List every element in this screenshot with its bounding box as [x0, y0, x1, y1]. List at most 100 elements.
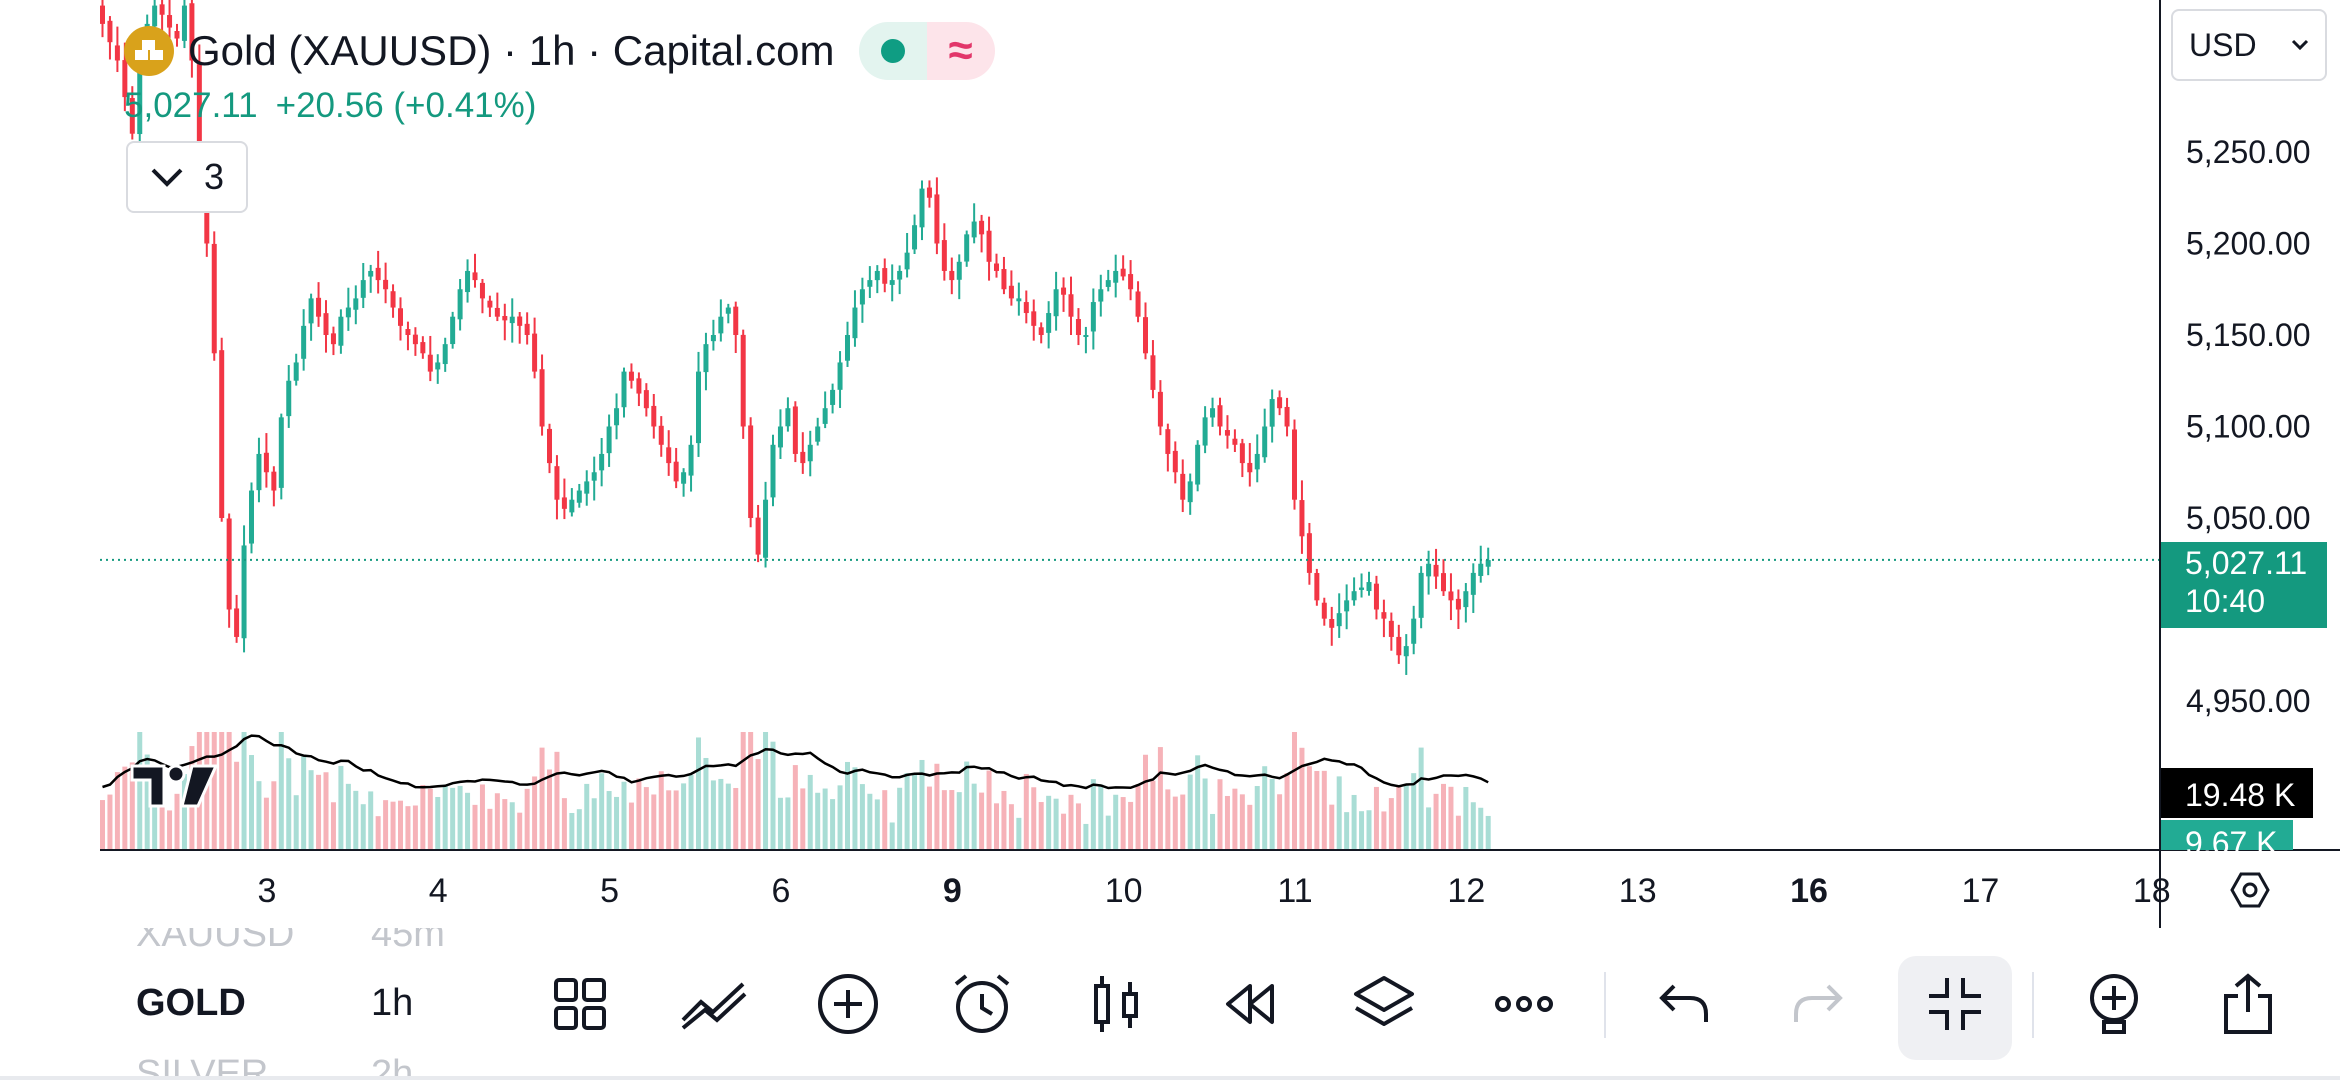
- candle-up: [614, 408, 620, 426]
- candle-up: [1418, 572, 1424, 618]
- volume-bar: [584, 783, 590, 850]
- volume-bar: [539, 747, 545, 850]
- add-indicator-icon[interactable]: [810, 966, 886, 1042]
- candle-up: [1463, 591, 1469, 608]
- share-icon[interactable]: [2210, 966, 2286, 1042]
- time-tick-label: 6: [771, 872, 790, 910]
- symbol-row-current[interactable]: GOLD 1h: [136, 981, 414, 1024]
- candle-up: [681, 472, 687, 484]
- volume-bar: [748, 732, 754, 850]
- volume-bar: [353, 790, 359, 850]
- more-options-icon[interactable]: [1486, 966, 1562, 1042]
- volume-bar: [129, 762, 135, 850]
- gold-bars-icon: [124, 26, 174, 76]
- candle-up: [576, 490, 582, 503]
- candle-down: [129, 98, 135, 134]
- volume-bar: [666, 790, 672, 850]
- time-tick-label: 12: [1447, 872, 1485, 910]
- candle-up: [137, 60, 143, 135]
- candle-down: [1061, 287, 1067, 295]
- candle-down: [316, 297, 322, 317]
- candle-up: [509, 316, 515, 324]
- volume-bar: [144, 754, 150, 850]
- volume-bar: [308, 770, 314, 850]
- candle-up: [152, 5, 158, 27]
- exit-fullscreen-icon[interactable]: [1917, 966, 1993, 1042]
- ideas-bulb-icon[interactable]: [2076, 966, 2152, 1042]
- market-status[interactable]: ≈: [858, 22, 995, 80]
- symbol-row[interactable]: XAUUSD 45m: [136, 928, 445, 955]
- alarm-clock-icon[interactable]: [944, 966, 1020, 1042]
- candle-up: [1426, 563, 1432, 577]
- candle-down: [494, 307, 500, 317]
- volume-bar: [845, 761, 850, 850]
- candle-up: [450, 316, 456, 345]
- volume-bar: [703, 757, 709, 850]
- time-tick-label: 4: [429, 872, 448, 910]
- candle-down: [1001, 269, 1007, 290]
- symbol-title[interactable]: Gold (XAUUSD) · 1h · Capital.com: [188, 27, 835, 74]
- candle-up: [874, 270, 880, 281]
- candle-down: [1239, 443, 1245, 464]
- volume-bar: [219, 732, 225, 850]
- price-tick-label: 5,250.00: [2186, 134, 2311, 170]
- candle-up: [725, 307, 731, 314]
- candle-up: [181, 5, 187, 41]
- volume-bar: [576, 809, 582, 850]
- candle-up: [353, 298, 359, 310]
- undo-icon[interactable]: [1646, 966, 1722, 1042]
- volume-bar: [338, 765, 344, 850]
- volume-bar: [435, 796, 441, 850]
- candles-style-icon[interactable]: [1078, 966, 1154, 1042]
- layers-icon[interactable]: [1346, 966, 1422, 1042]
- candle-up: [1083, 335, 1089, 338]
- candle-up: [919, 188, 925, 228]
- candle-up: [621, 371, 627, 408]
- indicators-toggle-button[interactable]: 3: [126, 141, 248, 213]
- volume-bar: [971, 783, 977, 850]
- volume-bar: [1359, 811, 1365, 850]
- volume-bar: [181, 774, 187, 850]
- volume-bar: [1351, 794, 1357, 850]
- current-price: 5,027.11: [124, 86, 258, 125]
- volume-bar: [1448, 786, 1454, 850]
- volume-bar: [1366, 810, 1372, 850]
- candle-up: [1470, 572, 1476, 595]
- price-chart[interactable]: 5,250.00 5,200.00 5,150.00 5,100.00 5,050.00…: [0, 0, 2340, 930]
- volume-bar: [882, 790, 888, 850]
- volume-bar: [994, 803, 999, 850]
- candle-down: [733, 306, 739, 335]
- volume-bar: [487, 808, 493, 850]
- time-axis: 3 4 5 6 9 10 11 12 13 16 17 18: [257, 872, 2170, 910]
- volume-bar: [1061, 813, 1067, 850]
- volume-bar: [964, 761, 970, 850]
- volume-bar: [1195, 755, 1201, 850]
- drawing-tools-icon[interactable]: [676, 966, 752, 1042]
- symbol-row[interactable]: SILVER 2h: [136, 1052, 414, 1080]
- price-axis-settings-icon[interactable]: [2230, 872, 2270, 908]
- candle-down: [114, 45, 120, 61]
- grid-layout-icon[interactable]: [542, 966, 618, 1042]
- replay-rewind-icon[interactable]: [1212, 966, 1288, 1042]
- volume-bar: [286, 758, 292, 850]
- candle-down: [323, 313, 329, 335]
- candle-down: [1023, 302, 1029, 314]
- volume-bar: [479, 784, 485, 850]
- candle-down: [1068, 294, 1074, 317]
- candle-down: [1232, 438, 1238, 445]
- volume-bar: [211, 732, 217, 850]
- candle-up: [465, 270, 471, 293]
- volume-bar: [912, 773, 918, 850]
- volume-bar: [919, 759, 925, 850]
- volume-bar: [301, 756, 307, 850]
- candle-down: [673, 461, 679, 482]
- fullscreen-active-bg: [1898, 956, 2012, 1060]
- candle-down: [628, 371, 634, 381]
- redo-icon[interactable]: [1780, 966, 1856, 1042]
- volume-bar: [822, 788, 828, 850]
- currency-select[interactable]: USD: [2171, 9, 2327, 81]
- volume-bar: [234, 761, 240, 850]
- candle-down: [1292, 429, 1297, 500]
- symbol-list[interactable]: XAUUSD 45m GOLD 1h SILVER 2h: [100, 928, 480, 1080]
- volume-bar: [450, 787, 456, 850]
